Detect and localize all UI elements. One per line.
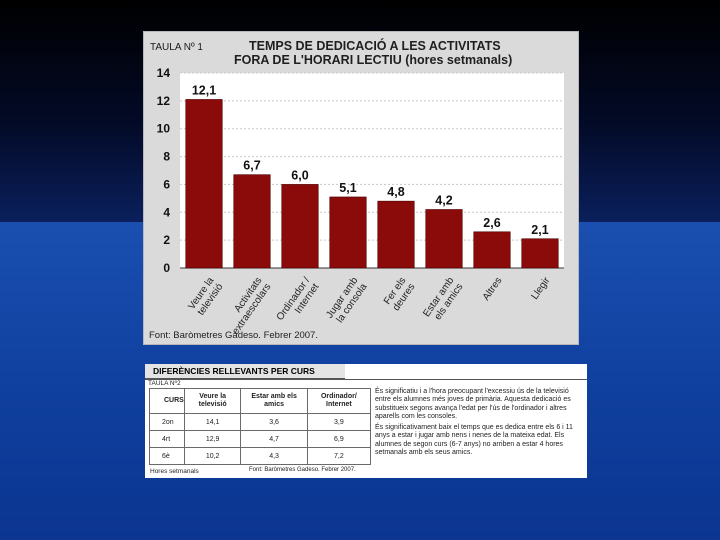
header-divider [145,379,587,380]
bar-data-label: 6,7 [243,159,260,173]
column-header: Veure la televisió [183,388,242,414]
table-cell: 14,1 [183,413,242,431]
table-units-note: Hores setmanals [150,468,199,475]
table-cell: 4rt [149,430,185,448]
table-cell: 7,2 [306,447,372,465]
bar-data-label: 12,1 [192,83,216,97]
table-cell: 3,9 [306,413,372,431]
x-tick-label-line: Llegir [529,275,552,302]
y-tick-label: 4 [163,205,170,219]
commentary-paragraph: És significatiu i a l'hora preocupant l'… [375,388,571,420]
bar-data-label: 2,6 [483,216,500,230]
bar [233,174,271,269]
x-tick-label: Veure latelevisió [186,275,225,318]
y-tick-label: 12 [157,94,171,108]
table-label: TAULA Nº2 [148,380,181,387]
x-tick-label: Ordinador /Internet [275,275,322,329]
x-tick-label: Jugar ambla consola [324,275,369,327]
table-row: 4rt 12,9 4,7 6,9 [149,430,372,448]
chart-panel: TAULA Nº 1 TEMPS DE DEDICACIÓ A LES ACTI… [143,31,579,345]
table-cell: 4,3 [240,447,308,465]
table-cell: 6è [149,447,185,465]
bar-data-label: 6,0 [291,168,308,182]
plot-area: 0 2 4 6 8 10 12 14 12,1 Veure latelevisió 6,7 Activ… [157,66,564,337]
y-tick-label: 0 [163,261,170,275]
y-tick-label: 2 [163,233,170,247]
table-cell: 12,9 [183,430,242,448]
x-tick-label: Fer elsdeures [382,275,418,313]
x-tick-label: Activitatsextraescolars [221,275,273,336]
bar [281,184,319,269]
column-header: CURS [149,388,185,414]
table-header-row: CURS Veure la televisió Estar amb els am… [149,388,372,414]
bar-data-label: 2,1 [531,223,548,237]
chart-title-line2: FORA DE L'HORARI LECTIU (hores setmanals… [234,53,512,67]
chart-title-line1: TEMPS DE DEDICACIÓ A LES ACTIVITATS [249,38,501,53]
x-tick-label: Altres [481,275,505,302]
x-tick-label: Llegir [529,275,552,302]
bar [521,238,559,269]
table-cell: 2on [149,413,185,431]
y-tick-label: 14 [157,66,171,80]
table-source: Font: Baròmetres Gadeso. Febrer 2007. [249,467,356,473]
y-tick-label: 10 [157,122,171,136]
table-header-tab: DIFERÈNCIES RELLEVANTS PER CURS [145,364,345,379]
chart-table-label: TAULA Nº 1 [150,42,203,53]
chart-source: Font: Baròmetres Gadeso. Febrer 2007. [149,330,318,341]
table-row: 2on 14,1 3,6 3,9 [149,413,372,431]
table-commentary: És significatiu i a l'hora preocupant l'… [375,388,581,460]
table-row: 6è 10,2 4,3 7,2 [149,447,372,465]
bar [425,209,463,269]
y-tick-label: 8 [163,150,170,164]
table-cell: 3,6 [240,413,308,431]
bar [185,99,223,269]
bar [377,200,415,269]
x-tick-label-line: Altres [481,275,505,302]
table-cell: 4,7 [240,430,308,448]
bar [329,196,367,269]
bar-chart: TAULA Nº 1 TEMPS DE DEDICACIÓ A LES ACTI… [149,38,564,341]
column-header: Ordinador/ Internet [306,388,372,414]
bar [473,231,511,269]
bar-data-label: 4,2 [435,194,452,208]
column-header: Estar amb els amics [240,388,308,414]
commentary-paragraph: És significativament baix el temps que e… [375,424,573,457]
bar-data-label: 5,1 [339,181,356,195]
curs-table: CURS Veure la televisió Estar amb els am… [149,388,372,465]
table-cell: 6,9 [306,430,372,448]
table-cell: 10,2 [183,447,242,465]
bar-data-label: 4,8 [387,185,404,199]
y-tick-label: 6 [163,177,170,191]
table-panel: DIFERÈNCIES RELLEVANTS PER CURS TAULA Nº… [145,364,587,478]
x-tick-label: Estar ambels amics [421,275,465,325]
